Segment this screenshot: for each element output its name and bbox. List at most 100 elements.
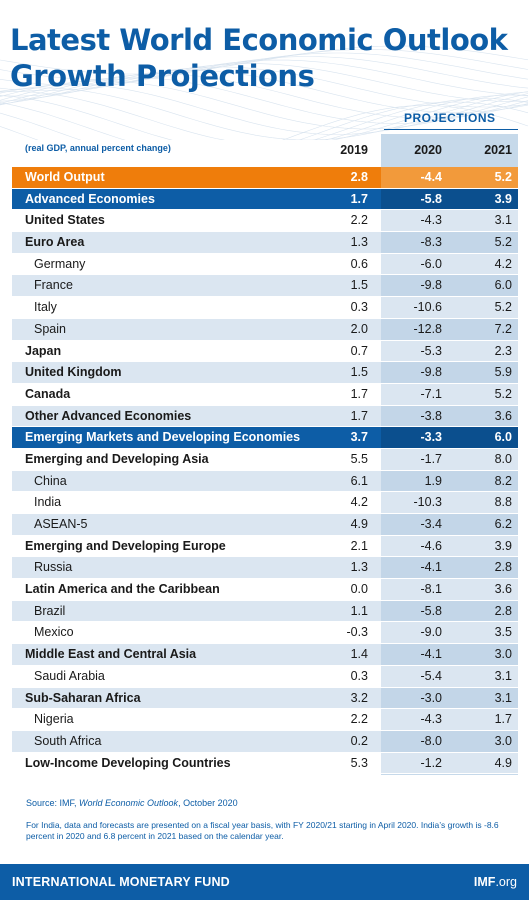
row-label: Emerging and Developing Europe bbox=[25, 538, 226, 553]
table-row: France 1.5 -9.8 6.0 bbox=[12, 275, 518, 298]
row-label: United Kingdom bbox=[25, 365, 122, 380]
row-label: Mexico bbox=[34, 625, 74, 640]
wave-line bbox=[0, 63, 529, 102]
growth-projections-table: World Output 2.8 -4.4 5.2 Advanced Economies… bbox=[12, 167, 518, 775]
value-2019: 3.2 bbox=[350, 690, 368, 705]
value-2020: -8.1 bbox=[420, 582, 442, 597]
projection-cell-bg bbox=[381, 405, 518, 427]
value-2021: 4.2 bbox=[494, 256, 512, 271]
row-label: South Africa bbox=[34, 733, 102, 748]
projection-cell-bg bbox=[381, 318, 518, 340]
table-row: Emerging and Developing Asia 5.5 -1.7 8.0 bbox=[12, 448, 518, 471]
row-label: Low-Income Developing Countries bbox=[25, 755, 231, 770]
value-2021: 3.0 bbox=[494, 733, 512, 748]
row-label: Italy bbox=[34, 300, 57, 315]
projection-cell-bg bbox=[381, 210, 518, 232]
value-2020: -3.8 bbox=[420, 408, 442, 423]
wave-line bbox=[0, 80, 529, 130]
projection-cell-bg bbox=[381, 665, 518, 687]
value-2021: 3.9 bbox=[494, 191, 512, 206]
value-2019: 1.3 bbox=[350, 560, 368, 575]
projection-cell-bg bbox=[381, 275, 518, 297]
value-2020: -3.0 bbox=[420, 690, 442, 705]
table-row: Advanced Economies 1.7 -5.8 3.9 bbox=[12, 188, 518, 211]
value-2019: 3.7 bbox=[350, 430, 368, 445]
value-2021: 5.2 bbox=[494, 235, 512, 250]
projection-cell-bg bbox=[381, 362, 518, 383]
value-2019: 0.6 bbox=[350, 256, 368, 271]
wave-line bbox=[0, 101, 529, 140]
table-row: Mexico -0.3 -9.0 3.5 bbox=[12, 622, 518, 645]
projection-cell-bg bbox=[381, 340, 518, 362]
value-2020: 1.9 bbox=[424, 473, 442, 488]
value-2020: -4.1 bbox=[420, 560, 442, 575]
table-row: Euro Area 1.3 -8.3 5.2 bbox=[12, 232, 518, 254]
table-row: Nigeria 2.2 -4.3 1.7 bbox=[12, 709, 518, 731]
value-2021: 2.8 bbox=[494, 603, 512, 618]
value-2019: 4.9 bbox=[350, 517, 368, 531]
projection-cell-bg bbox=[381, 644, 518, 665]
value-2020: -6.0 bbox=[420, 256, 442, 271]
footer-website-link[interactable]: IMF.org bbox=[474, 875, 517, 889]
value-2019: 1.1 bbox=[350, 603, 368, 618]
value-2021: 2.3 bbox=[494, 343, 512, 358]
row-label: ASEAN-5 bbox=[34, 517, 88, 531]
projection-cell-bg bbox=[381, 687, 518, 709]
units-label: (real GDP, annual percent change) bbox=[25, 143, 171, 153]
year-header-2020: 2020 bbox=[414, 143, 442, 157]
title-line-2: Growth Projections bbox=[10, 59, 315, 93]
background-wave-pattern bbox=[0, 45, 529, 140]
projection-cell-bg bbox=[381, 232, 518, 253]
table-row: Other Advanced Economies 1.7 -3.8 3.6 bbox=[12, 405, 518, 428]
row-label: Euro Area bbox=[25, 235, 85, 250]
page-title: Latest World Economic Outlook Growth Pro… bbox=[10, 22, 520, 94]
value-2020: -9.0 bbox=[420, 625, 442, 640]
value-2020: -10.6 bbox=[413, 300, 443, 315]
india-footnote: For India, data and forecasts are presen… bbox=[26, 820, 499, 841]
row-label: Other Advanced Economies bbox=[25, 408, 192, 423]
value-2020: -3.4 bbox=[420, 517, 442, 531]
value-2020: -8.0 bbox=[420, 733, 442, 748]
value-2020: -4.1 bbox=[420, 647, 442, 662]
value-2021: 5.9 bbox=[494, 365, 512, 380]
value-2020: -4.3 bbox=[420, 213, 442, 228]
wave-line bbox=[0, 91, 529, 140]
table-row: Emerging Markets and Developing Economie… bbox=[12, 427, 518, 449]
value-2019: 5.3 bbox=[350, 755, 368, 770]
projection-cell-bg bbox=[381, 752, 518, 774]
value-2020: -1.2 bbox=[420, 755, 442, 770]
row-label: France bbox=[34, 278, 73, 293]
row-label: Saudi Arabia bbox=[34, 668, 105, 683]
row-label: India bbox=[34, 495, 62, 510]
source-publication: World Economic Outlook bbox=[79, 798, 179, 808]
value-2021: 3.5 bbox=[494, 625, 512, 640]
table-row: ASEAN-5 4.9 -3.4 6.2 bbox=[12, 514, 518, 536]
projection-cell-bg bbox=[381, 535, 518, 557]
value-2020: -9.8 bbox=[420, 278, 442, 293]
row-label: China bbox=[34, 473, 67, 488]
value-2021: 1.7 bbox=[494, 712, 512, 727]
value-2019: 2.0 bbox=[350, 321, 368, 336]
wave-line bbox=[0, 94, 529, 140]
value-2019: 1.4 bbox=[350, 647, 368, 662]
projection-cell-bg bbox=[381, 383, 518, 405]
value-2019: 2.2 bbox=[350, 712, 368, 727]
value-2021: 3.9 bbox=[494, 538, 512, 553]
row-label: United States bbox=[25, 213, 105, 228]
footer-bar: INTERNATIONAL MONETARY FUND IMF.org bbox=[0, 864, 529, 900]
projection-cell-bg bbox=[381, 730, 518, 752]
row-label: Japan bbox=[25, 343, 62, 358]
value-2021: 3.6 bbox=[494, 582, 512, 597]
value-2020: -1.7 bbox=[420, 451, 442, 466]
value-2019: 6.1 bbox=[350, 473, 368, 488]
value-2020: -7.1 bbox=[420, 386, 442, 401]
value-2020: -4.4 bbox=[420, 170, 442, 184]
projection-cell-bg bbox=[381, 492, 518, 513]
value-2021: 8.0 bbox=[494, 451, 512, 466]
table-row: United Kingdom 1.5 -9.8 5.9 bbox=[12, 362, 518, 384]
footer-site-suffix: .org bbox=[495, 875, 517, 889]
projection-cell-bg bbox=[381, 427, 518, 448]
projections-underline bbox=[384, 129, 518, 130]
wave-line bbox=[0, 87, 529, 140]
table-row: Low-Income Developing Countries 5.3 -1.2 4.… bbox=[12, 752, 518, 775]
